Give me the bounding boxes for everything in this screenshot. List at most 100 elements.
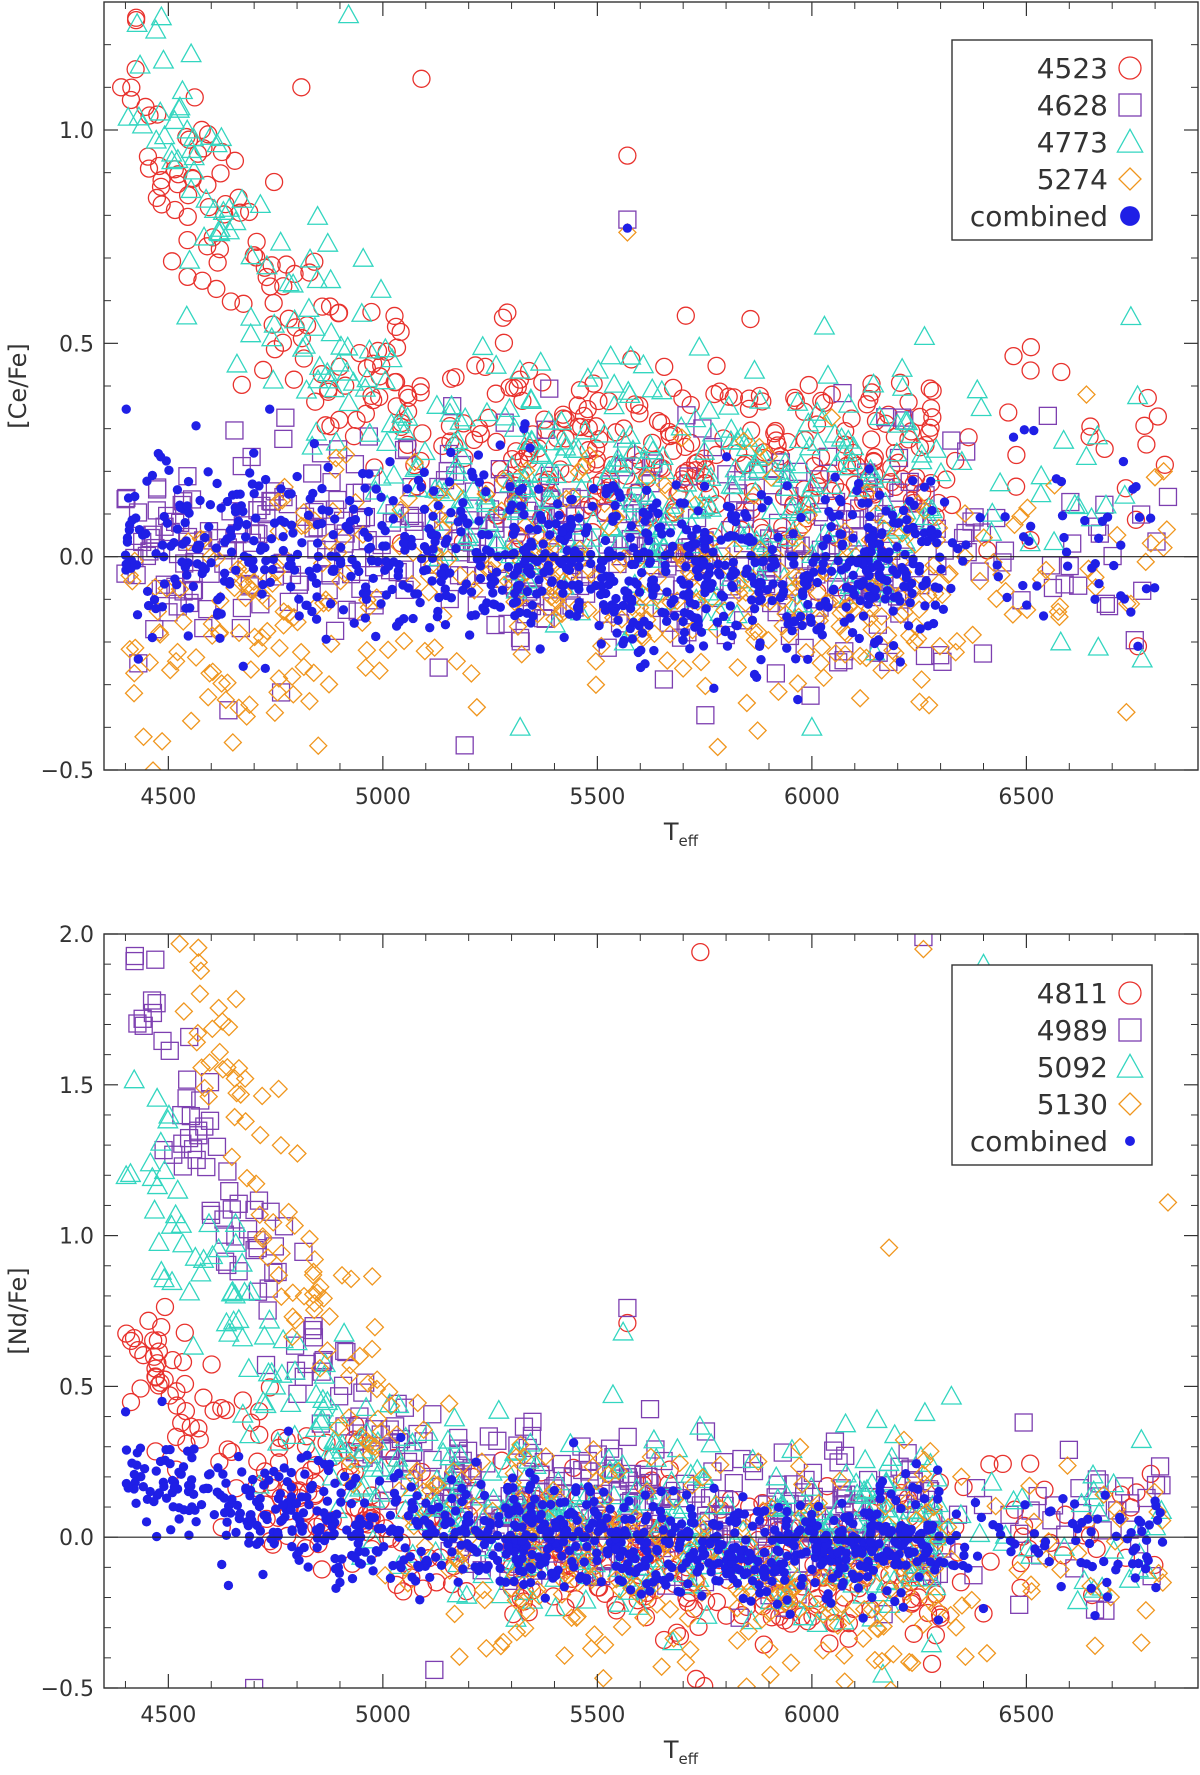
ce-fe-point-4523 xyxy=(471,424,490,444)
ce-fe-point-4628 xyxy=(935,541,954,560)
ce-fe-point-4523 xyxy=(1006,477,1026,496)
nd-fe-point-combined xyxy=(322,1496,333,1506)
nd-fe-point-5092 xyxy=(866,1408,888,1429)
ce-fe-point-combined xyxy=(475,573,486,584)
nd-fe-point-5130 xyxy=(515,1618,535,1638)
ce-fe-point-5274 xyxy=(120,639,140,659)
nd-fe-point-4989 xyxy=(245,1678,264,1688)
nd-fe-point-4989 xyxy=(304,1317,323,1336)
ce-fe-point-combined xyxy=(121,559,131,569)
nd-fe-point-4989 xyxy=(825,1432,845,1451)
ce-fe-point-4773 xyxy=(738,461,760,481)
nd-fe-point-4811 xyxy=(131,1379,150,1398)
ce-fe-point-4773 xyxy=(541,477,564,498)
nd-fe-point-combined xyxy=(567,1531,578,1542)
ce-fe-point-combined xyxy=(662,587,672,597)
ce-fe-point-5274 xyxy=(207,548,227,568)
ce-fe-point-4773 xyxy=(299,248,321,268)
ce-fe-point-4628 xyxy=(665,507,684,526)
ce-fe-point-4773 xyxy=(545,463,568,484)
nd-fe-point-4811 xyxy=(128,1340,148,1360)
ce-fe-legend-label: 4523 xyxy=(1037,52,1108,85)
nd-fe-point-combined xyxy=(760,1527,770,1537)
ce-fe-point-4773 xyxy=(748,389,771,409)
ce-fe-point-combined xyxy=(767,554,778,564)
ce-fe-point-combined xyxy=(143,600,154,611)
nd-fe-point-5092 xyxy=(487,1399,510,1419)
nd-fe-point-combined xyxy=(1056,1581,1066,1592)
nd-fe-point-combined xyxy=(939,1558,949,1568)
ce-fe-point-combined xyxy=(326,599,336,609)
ce-fe-point-combined xyxy=(534,484,544,494)
ce-fe-point-4773 xyxy=(619,345,642,365)
ce-fe-point-4773 xyxy=(786,391,809,411)
nd-fe-point-4811 xyxy=(222,1442,241,1462)
ce-fe-point-combined xyxy=(907,475,918,486)
nd-fe-point-5130 xyxy=(727,1598,747,1618)
nd-fe-point-5130 xyxy=(986,1496,1006,1516)
ce-fe-point-combined xyxy=(230,502,240,513)
nd-fe-point-5130 xyxy=(222,1147,242,1167)
nd-fe-point-4811 xyxy=(194,1388,213,1407)
ce-fe-point-4773 xyxy=(263,313,286,333)
ce-fe-point-5274 xyxy=(895,602,915,622)
ce-fe-point-4628 xyxy=(147,480,167,499)
nd-fe-point-5130 xyxy=(310,1277,330,1297)
nd-fe-point-5130 xyxy=(872,1651,892,1671)
ce-fe-point-combined xyxy=(847,584,858,595)
ce-fe-point-combined xyxy=(286,489,296,499)
ce-fe-point-combined xyxy=(424,524,434,534)
ce-fe-point-4628 xyxy=(915,646,935,666)
ce-fe-point-4628 xyxy=(868,615,888,634)
ce-fe-point-combined xyxy=(742,564,752,574)
nd-fe-point-5130 xyxy=(189,953,209,972)
ce-fe-point-4773 xyxy=(550,445,573,466)
nd-fe-point-5092 xyxy=(643,1428,665,1449)
ce-fe-point-combined xyxy=(475,561,486,571)
ce-fe-point-4628 xyxy=(451,543,470,562)
ce-fe-point-4523 xyxy=(139,159,159,178)
ce-fe-point-combined xyxy=(612,628,622,638)
nd-fe-point-5092 xyxy=(914,1401,936,1422)
ce-fe-point-combined xyxy=(554,510,564,521)
nd-fe-point-combined xyxy=(959,1542,970,1552)
ce-fe-point-combined xyxy=(557,527,568,537)
ce-fe-point-4773 xyxy=(426,394,448,414)
ce-fe-point-4773 xyxy=(623,492,646,513)
nd-fe-point-combined xyxy=(1044,1507,1055,1517)
ce-fe-point-4628 xyxy=(942,431,961,450)
ce-fe-point-combined xyxy=(363,544,374,554)
nd-fe-point-5130 xyxy=(269,1079,289,1099)
nd-fe-point-combined xyxy=(1040,1537,1051,1547)
ce-fe-point-5274 xyxy=(1003,605,1023,624)
ce-fe-point-4773 xyxy=(323,377,346,398)
nd-fe-point-5130 xyxy=(883,1644,903,1664)
ce-fe-point-combined xyxy=(754,587,764,597)
ce-fe-point-combined xyxy=(462,518,473,529)
nd-fe-point-5092 xyxy=(362,1451,384,1472)
nd-fe-point-4989 xyxy=(187,1150,206,1170)
nd-fe-point-4811 xyxy=(163,1350,182,1370)
ce-fe-point-4773 xyxy=(171,79,194,100)
nd-fe-point-4811 xyxy=(173,1352,193,1372)
ce-fe-point-4773 xyxy=(748,446,771,466)
ce-fe-point-combined xyxy=(157,540,168,550)
nd-fe-point-5130 xyxy=(634,1608,653,1628)
nd-fe-point-4989 xyxy=(1088,1498,1108,1517)
ce-fe-point-4773 xyxy=(827,570,850,591)
ce-fe-point-combined xyxy=(1002,592,1012,603)
ce-fe-point-4773 xyxy=(950,450,973,471)
nd-fe-point-4989 xyxy=(1096,1601,1115,1620)
ce-fe-point-combined xyxy=(149,594,160,605)
ce-fe-point-5274 xyxy=(467,697,487,717)
nd-fe-point-5130 xyxy=(187,1032,207,1052)
ce-fe-point-combined xyxy=(927,505,937,516)
nd-fe-point-4811 xyxy=(269,1453,289,1472)
ce-fe-point-combined xyxy=(892,542,902,552)
nd-fe-point-4811 xyxy=(839,1614,859,1633)
ce-fe-point-4773 xyxy=(609,453,632,473)
ce-fe-point-combined xyxy=(688,612,699,623)
nd-fe-point-4989 xyxy=(677,1489,696,1508)
ce-fe-point-5274 xyxy=(319,674,339,694)
nd-fe-point-5130 xyxy=(365,1317,385,1337)
